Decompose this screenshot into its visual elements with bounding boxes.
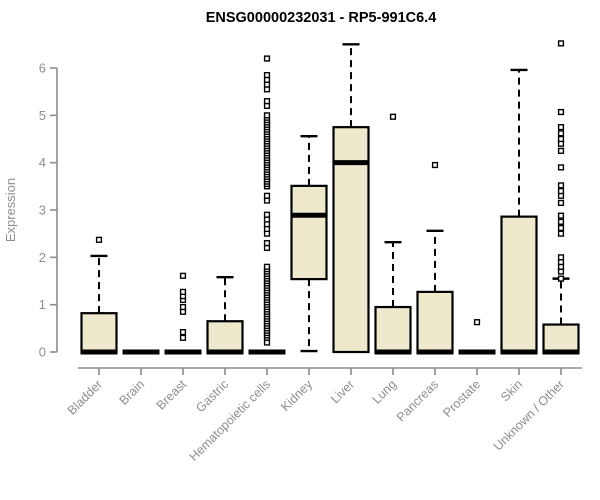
box-iqr-rect	[416, 290, 454, 354]
outlier-point	[263, 55, 271, 62]
box-iqr-rect	[500, 215, 538, 354]
box-iqr-rect	[206, 320, 244, 354]
box-group	[416, 161, 454, 355]
x-axis-category-label: Prostate	[440, 377, 483, 420]
box-group	[374, 113, 412, 355]
x-axis-category-label: Hematopoietic cells	[187, 377, 274, 464]
box-group	[248, 55, 286, 355]
x-axis-category-label: Liver	[328, 377, 357, 406]
y-axis-tick-label: 5	[39, 108, 46, 123]
y-axis-tick-label: 4	[39, 155, 46, 170]
outlier-point	[263, 263, 271, 270]
y-axis-tick-label: 2	[39, 250, 46, 265]
box-iqr-rect	[374, 305, 412, 354]
outlier-point	[557, 212, 565, 219]
outlier-point	[557, 199, 565, 207]
outlier-point	[179, 334, 187, 341]
outlier-point	[557, 254, 565, 261]
y-axis-tick-label: 1	[39, 297, 46, 312]
box-group	[290, 134, 328, 353]
box-group	[206, 276, 244, 355]
outlier-point	[557, 108, 565, 116]
outlier-point	[263, 192, 271, 199]
x-axis-category-label: Gastric	[193, 377, 231, 415]
outlier-point	[557, 164, 565, 171]
outlier-point	[263, 112, 271, 119]
y-axis-tick-label: 0	[39, 345, 46, 360]
box-iqr-rect	[290, 184, 328, 281]
outlier-point	[263, 211, 271, 218]
x-axis-category-label: Bladder	[65, 377, 105, 417]
x-axis-category-label: Kidney	[278, 377, 315, 414]
box-group	[80, 236, 118, 355]
outlier-point	[557, 275, 565, 282]
outlier-point	[473, 319, 481, 326]
chart-title: ENSG00000232031 - RP5-991C6.4	[206, 10, 437, 26]
outlier-point	[557, 135, 565, 143]
outlier-point	[557, 187, 565, 195]
outlier-point	[95, 236, 103, 243]
x-axis-category-label: Skin	[498, 377, 525, 404]
x-axis-category-label: Pancreas	[394, 377, 441, 424]
outlier-point	[557, 147, 565, 154]
outlier-point	[179, 329, 187, 336]
box-group	[164, 272, 202, 355]
box-series-layer	[80, 40, 580, 355]
box-group	[542, 40, 580, 355]
x-axis-category-label: Breast	[154, 377, 190, 413]
outlier-point	[431, 161, 439, 169]
outlier-point	[557, 130, 565, 137]
x-axis-category-label: Brain	[117, 377, 148, 408]
outlier-point	[557, 230, 565, 237]
outlier-point	[179, 288, 187, 295]
outlier-point	[263, 98, 271, 105]
outlier-point	[179, 303, 187, 311]
box-group	[458, 319, 496, 355]
outlier-point	[263, 71, 271, 79]
outlier-point	[557, 182, 565, 189]
outlier-point	[263, 240, 271, 247]
x-axis-category-label: Lung	[370, 377, 400, 407]
outlier-point	[179, 272, 187, 279]
outlier-point	[557, 40, 565, 47]
box-iqr-rect	[80, 312, 118, 354]
outlier-point	[389, 113, 397, 120]
x-axis-category-label: Unknown / Other	[491, 377, 567, 453]
outlier-point	[557, 224, 565, 232]
y-axis-title: Expression	[3, 178, 18, 242]
box-iqr-rect	[542, 323, 580, 354]
outlier-point	[557, 218, 565, 225]
y-axis-tick-label: 3	[39, 203, 46, 218]
box-group	[332, 43, 370, 354]
box-group	[500, 68, 538, 355]
outlier-point	[557, 124, 565, 131]
y-axis-tick-label: 6	[39, 61, 46, 76]
